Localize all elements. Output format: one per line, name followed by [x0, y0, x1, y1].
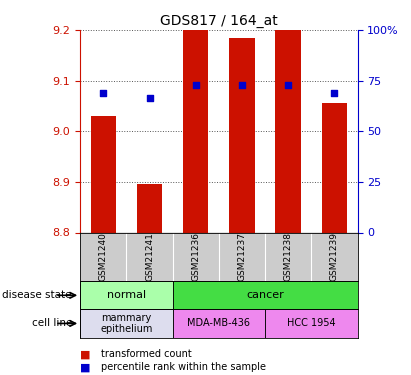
Bar [265, 309, 358, 338]
Bar [229, 38, 255, 232]
Text: disease state: disease state [2, 290, 72, 300]
Text: GSM21238: GSM21238 [284, 232, 293, 281]
Point [192, 82, 199, 88]
Text: GSM21240: GSM21240 [99, 232, 108, 281]
Point [331, 90, 338, 96]
Bar [173, 281, 358, 309]
Text: HCC 1954: HCC 1954 [287, 318, 336, 328]
Bar [275, 30, 301, 232]
Point [239, 82, 245, 88]
Text: GSM21241: GSM21241 [145, 232, 154, 281]
Bar [173, 309, 265, 338]
Text: cell line: cell line [32, 318, 72, 328]
Bar [322, 104, 347, 232]
Text: GSM21239: GSM21239 [330, 232, 339, 281]
Text: normal: normal [107, 290, 146, 300]
Title: GDS817 / 164_at: GDS817 / 164_at [160, 13, 278, 28]
Bar [80, 309, 173, 338]
Point [285, 82, 291, 88]
Text: percentile rank within the sample: percentile rank within the sample [101, 363, 266, 372]
Text: GSM21237: GSM21237 [238, 232, 247, 281]
Bar [90, 116, 116, 232]
Text: GSM21236: GSM21236 [191, 232, 200, 281]
Text: mammary
epithelium: mammary epithelium [100, 313, 152, 334]
Point [146, 95, 153, 101]
Point [100, 90, 106, 96]
Text: transformed count: transformed count [101, 350, 192, 359]
Bar [183, 30, 208, 232]
Text: MDA-MB-436: MDA-MB-436 [187, 318, 250, 328]
Text: cancer: cancer [246, 290, 284, 300]
Text: ■: ■ [80, 363, 91, 372]
Bar [137, 184, 162, 232]
Bar [80, 281, 173, 309]
Text: ■: ■ [80, 350, 91, 359]
